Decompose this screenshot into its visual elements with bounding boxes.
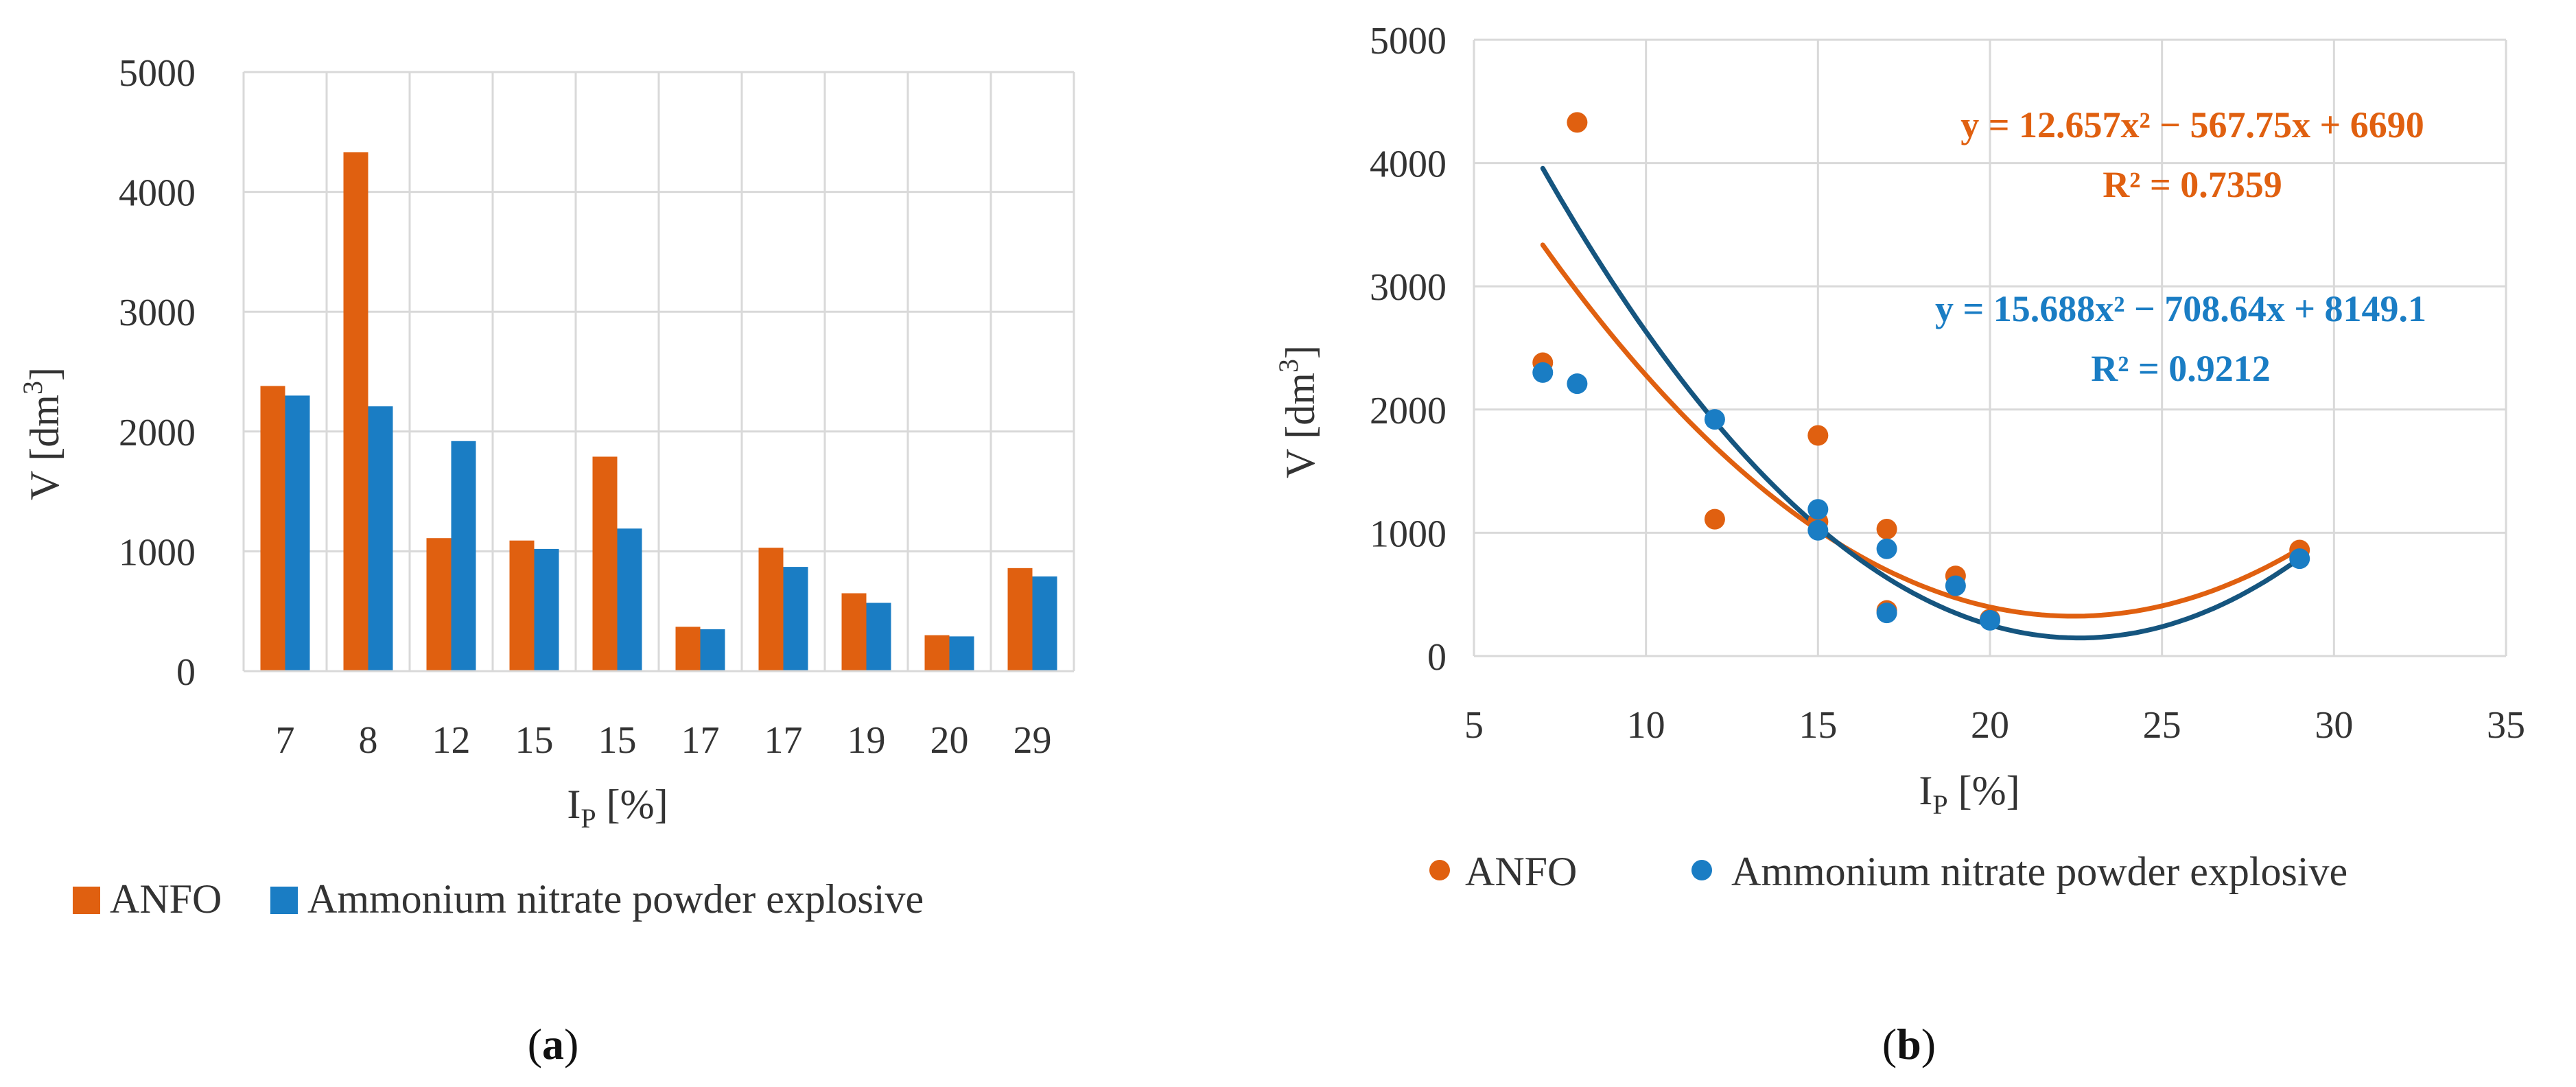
a-y-tick-label: 0 — [176, 651, 196, 694]
b-point-anpe — [2289, 548, 2310, 570]
a-legend-label-anfo: ANFO — [110, 876, 222, 922]
a-bar-anpe — [1032, 576, 1057, 671]
a-bar-anfo — [509, 540, 535, 671]
a-bar-anpe — [617, 528, 642, 671]
a-bar-anfo — [758, 548, 784, 671]
b-anfo-equation: y = 12.657x² − 567.75x + 6690 — [1960, 104, 2424, 145]
b-point-anpe — [1532, 362, 1554, 383]
b-legend-marker-anpe — [1691, 860, 1712, 880]
a-x-tick-label: 15 — [515, 719, 554, 762]
a-bar-anfo — [592, 456, 618, 671]
b-x-tick-label: 20 — [1971, 704, 2009, 747]
a-x-tick-label: 29 — [1014, 719, 1052, 762]
a-legend: ANFO Ammonium nitrate powder explosive — [73, 876, 924, 922]
b-point-anfo — [1567, 112, 1588, 133]
b-trendline-anfo — [1540, 242, 2302, 619]
b-point-anpe — [1704, 409, 1725, 430]
a-y-axis-label: V [dm3] — [17, 367, 67, 500]
a-bar-anpe — [451, 441, 476, 671]
b-point-anpe — [1876, 603, 1897, 624]
b-y-tick-label: 4000 — [1370, 143, 1447, 186]
b-point-anpe — [1980, 609, 2000, 631]
b-point-anfo — [1704, 509, 1725, 530]
a-bar-anfo — [260, 386, 285, 671]
b-y-axis-label: V [dm3] — [1273, 345, 1323, 478]
a-x-tick-label: 12 — [432, 719, 471, 762]
scatter-chart-panel-b: 0 1000 2000 3000 4000 5000 5 10 15 20 25 30 35 V [d… — [1273, 20, 2525, 1068]
b-y-tick-label: 5000 — [1370, 20, 1447, 62]
a-y-tick-label: 5000 — [119, 52, 196, 95]
b-point-anpe — [1876, 538, 1897, 559]
a-bar-anpe — [534, 548, 559, 671]
a-x-tick-label: 20 — [930, 719, 969, 762]
a-legend-swatch-anpe — [270, 887, 298, 914]
b-x-tick-label: 10 — [1627, 704, 1665, 747]
b-anpe-r2: R² = 0.9212 — [2091, 348, 2270, 389]
b-x-tick-label: 30 — [2315, 704, 2353, 747]
a-x-tick-label: 7 — [276, 719, 295, 762]
b-point-anpe — [1567, 373, 1588, 395]
b-legend-label-anfo: ANFO — [1465, 849, 1577, 894]
a-x-tick-label: 17 — [681, 719, 720, 762]
a-bar-anpe — [285, 395, 310, 671]
b-y-tick-label: 2000 — [1370, 390, 1447, 432]
a-x-tick-label: 19 — [847, 719, 886, 762]
b-legend-label-anpe: Ammonium nitrate powder explosive — [1731, 849, 2347, 894]
a-legend-label-anpe: Ammonium nitrate powder explosive — [307, 876, 924, 922]
a-bar-anfo — [426, 538, 452, 671]
b-x-tick-label: 35 — [2487, 704, 2525, 747]
b-point-anfo — [1876, 519, 1897, 540]
a-bar-anpe — [368, 406, 393, 671]
a-x-tick-label: 8 — [359, 719, 378, 762]
b-legend-marker-anfo — [1429, 860, 1450, 880]
b-x-tick-label: 25 — [2143, 704, 2181, 747]
b-x-tick-label: 15 — [1799, 704, 1837, 747]
a-x-tick-label: 15 — [598, 719, 637, 762]
a-bar-anpe — [783, 567, 808, 671]
panel-label-a: (a) — [528, 1020, 579, 1068]
a-bar-anfo — [924, 635, 950, 671]
a-bar-anfo — [343, 152, 368, 671]
panel-label-b: (b) — [1882, 1020, 1936, 1068]
b-x-axis-label: IP [%] — [1919, 768, 2019, 820]
b-point-anpe — [1807, 519, 1829, 541]
b-anpe-equation: y = 15.688x² − 708.64x + 8149.1 — [1935, 288, 2426, 329]
a-y-tick-label: 3000 — [119, 292, 196, 334]
a-y-tick-label: 2000 — [119, 412, 196, 454]
a-x-tick-label: 17 — [764, 719, 803, 762]
a-bar-anfo — [675, 627, 701, 671]
a-bar-anfo — [1007, 568, 1033, 671]
a-x-axis-label: IP [%] — [567, 782, 668, 834]
b-y-tick-label: 3000 — [1370, 266, 1447, 309]
b-y-tick-label: 0 — [1427, 636, 1447, 679]
a-y-tick-label: 1000 — [119, 531, 196, 574]
b-point-anpe — [1945, 575, 1966, 596]
a-bar-anfo — [841, 593, 867, 671]
a-legend-swatch-anfo — [73, 887, 100, 914]
a-y-tick-label: 4000 — [119, 172, 196, 215]
b-point-anfo — [1807, 425, 1829, 446]
a-bar-anpe — [700, 629, 725, 671]
bar-chart-panel-a: 0 1000 2000 3000 4000 5000 7 8 12 15 15 17 17 19 20 29… — [17, 52, 1075, 1068]
b-x-tick-label: 5 — [1464, 704, 1484, 747]
b-y-tick-label: 1000 — [1370, 513, 1447, 555]
a-bar-anpe — [866, 603, 891, 671]
b-anfo-r2: R² = 0.7359 — [2103, 164, 2282, 205]
b-legend: ANFO Ammonium nitrate powder explosive — [1429, 849, 2347, 894]
b-trendline-anpe — [1540, 165, 2302, 641]
b-point-anpe — [1807, 499, 1829, 520]
a-bar-anpe — [949, 636, 974, 671]
